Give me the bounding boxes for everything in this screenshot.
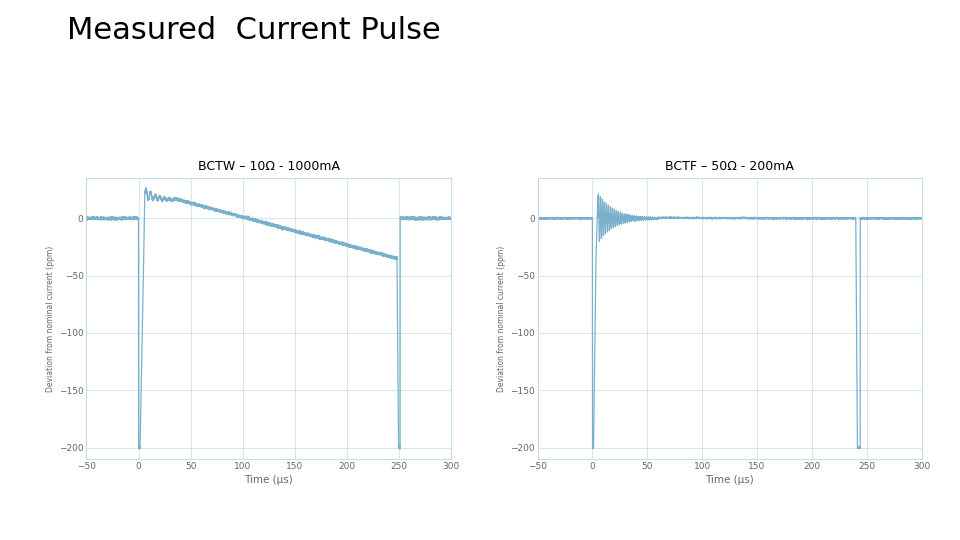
Text: Measured  Current Pulse: Measured Current Pulse — [67, 16, 441, 45]
Title: BCTW – 10Ω - 1000mA: BCTW – 10Ω - 1000mA — [198, 160, 340, 173]
Title: BCTF – 50Ω - 200mA: BCTF – 50Ω - 200mA — [665, 160, 794, 173]
X-axis label: Time (μs): Time (μs) — [245, 475, 293, 485]
X-axis label: Time (μs): Time (μs) — [706, 475, 754, 485]
Y-axis label: Deviation from nominal current (ppm): Deviation from nominal current (ppm) — [46, 246, 55, 392]
Y-axis label: Deviation from nominal current (ppm): Deviation from nominal current (ppm) — [497, 246, 506, 392]
